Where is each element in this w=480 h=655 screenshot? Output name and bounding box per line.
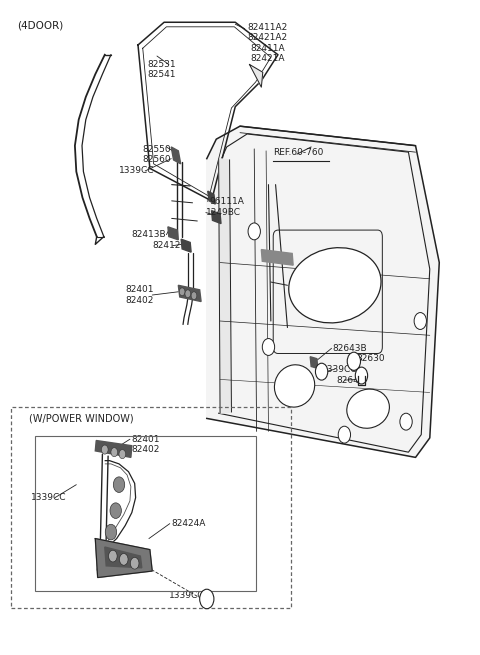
Polygon shape: [168, 227, 179, 240]
Polygon shape: [208, 191, 216, 204]
Text: 82550: 82550: [143, 145, 171, 154]
Circle shape: [113, 477, 125, 493]
Text: 82641: 82641: [336, 376, 365, 385]
Polygon shape: [219, 159, 231, 413]
Polygon shape: [105, 547, 142, 568]
Text: 82421A2: 82421A2: [247, 33, 287, 43]
Polygon shape: [181, 239, 191, 252]
Circle shape: [111, 447, 118, 457]
Text: 82541: 82541: [147, 70, 176, 79]
Text: 82424A: 82424A: [171, 519, 205, 528]
Circle shape: [248, 223, 261, 240]
Polygon shape: [96, 441, 132, 457]
Circle shape: [105, 524, 117, 540]
Polygon shape: [212, 211, 221, 223]
Circle shape: [120, 553, 128, 565]
Circle shape: [179, 288, 185, 295]
Text: 82421A: 82421A: [251, 54, 285, 63]
Circle shape: [315, 364, 328, 380]
Text: 82411A2: 82411A2: [247, 23, 288, 32]
Text: 82531: 82531: [147, 60, 176, 69]
Circle shape: [338, 426, 350, 443]
Text: 1339CC: 1339CC: [322, 365, 357, 374]
Text: 82412: 82412: [152, 241, 180, 250]
Circle shape: [108, 550, 117, 562]
Text: (W/POWER WINDOW): (W/POWER WINDOW): [29, 413, 133, 423]
Text: 82402: 82402: [131, 445, 159, 454]
Circle shape: [262, 339, 275, 356]
Text: 1339CC: 1339CC: [31, 493, 67, 502]
Text: 98820A: 98820A: [96, 567, 130, 576]
Text: 1339CC: 1339CC: [119, 166, 155, 176]
Circle shape: [101, 445, 108, 454]
Polygon shape: [96, 538, 152, 578]
Circle shape: [191, 291, 197, 299]
Polygon shape: [207, 126, 439, 457]
Text: 98810A: 98810A: [96, 557, 130, 566]
Polygon shape: [261, 250, 293, 265]
Circle shape: [200, 590, 214, 608]
Text: REF.60-760: REF.60-760: [273, 147, 324, 157]
Circle shape: [110, 503, 121, 519]
Text: 82413B: 82413B: [131, 230, 166, 239]
Circle shape: [119, 449, 126, 458]
Text: (4DOOR): (4DOOR): [17, 20, 63, 31]
Text: 82401: 82401: [125, 286, 154, 294]
Polygon shape: [171, 147, 180, 164]
Text: 1339CC: 1339CC: [169, 591, 204, 599]
Text: 1249BC: 1249BC: [206, 208, 241, 217]
Text: 82630: 82630: [356, 354, 385, 363]
Circle shape: [355, 367, 368, 384]
Text: 82643B: 82643B: [333, 344, 367, 353]
Circle shape: [131, 557, 139, 569]
Circle shape: [185, 290, 191, 297]
Polygon shape: [250, 64, 263, 87]
Text: 82401: 82401: [131, 435, 159, 443]
Polygon shape: [179, 286, 201, 301]
Text: 96111A: 96111A: [209, 197, 244, 206]
Polygon shape: [310, 357, 318, 368]
Circle shape: [347, 352, 360, 370]
Text: 82411A: 82411A: [251, 44, 285, 53]
Ellipse shape: [289, 248, 381, 323]
Text: 82402: 82402: [125, 296, 154, 305]
Circle shape: [414, 312, 426, 329]
Ellipse shape: [347, 389, 389, 428]
Text: 82560: 82560: [143, 155, 171, 164]
Circle shape: [400, 413, 412, 430]
Ellipse shape: [275, 365, 315, 407]
